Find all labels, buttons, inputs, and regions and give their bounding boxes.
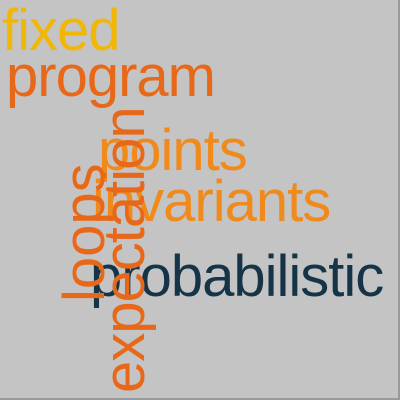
word-invariants: invariants — [92, 169, 331, 234]
word-probabilistic: probabilistic — [90, 244, 384, 309]
word-points: points — [98, 118, 248, 183]
word-fixed: fixed — [2, 0, 121, 63]
word-program: program — [6, 44, 216, 109]
word-expectation: expectation — [92, 107, 157, 393]
